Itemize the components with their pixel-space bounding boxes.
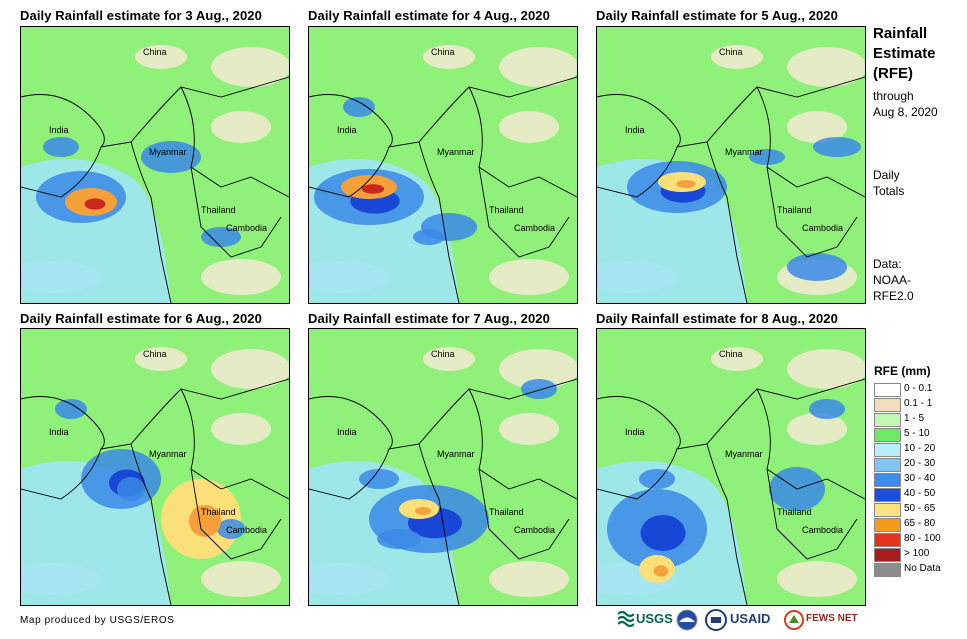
legend-label: 30 - 40 (904, 473, 936, 484)
legend-swatch (874, 413, 901, 427)
legend-swatch (874, 428, 901, 442)
rainfall-map-aug-4: China India Myanmar Thailand Cambodia (308, 26, 578, 304)
map-label-thailand: Thailand (777, 507, 812, 517)
map-label-india: India (625, 125, 645, 135)
map-label-myanmar: Myanmar (725, 147, 763, 157)
sidebar-through: through Aug 8, 2020 (873, 89, 938, 119)
rainfall-map-aug-7: China India Myanmar Thailand Cambodia (308, 328, 578, 606)
usgs-logo-text: USGS (636, 611, 673, 626)
legend-label: 10 - 20 (904, 443, 936, 454)
map-label-thailand: Thailand (201, 507, 236, 517)
panel-title-5: Daily Rainfall estimate for 7 Aug., 2020 (308, 311, 550, 326)
map-label-cambodia: Cambodia (514, 525, 556, 535)
map-label-cambodia: Cambodia (802, 223, 844, 233)
panel-title-3: Daily Rainfall estimate for 5 Aug., 2020 (596, 8, 838, 23)
legend-swatch (874, 473, 901, 487)
panel-title-6: Daily Rainfall estimate for 8 Aug., 2020 (596, 311, 838, 326)
map-credit: Map produced by USGS/EROS (20, 615, 175, 626)
legend-swatch (874, 383, 901, 397)
legend-swatch (874, 518, 901, 532)
map-label-thailand: Thailand (489, 205, 524, 215)
legend-swatch (874, 533, 901, 547)
legend-swatch (874, 548, 901, 562)
legend-label: No Data (904, 563, 941, 574)
panel-title-4: Daily Rainfall estimate for 6 Aug., 2020 (20, 311, 262, 326)
sidebar-totals: Daily Totals (873, 168, 905, 198)
map-label-china: China (431, 349, 455, 359)
map-label-myanmar: Myanmar (149, 147, 187, 157)
legend-title: RFE (mm) (874, 364, 931, 378)
map-label-cambodia: Cambodia (802, 525, 844, 535)
legend-swatch (874, 488, 901, 502)
map-label-myanmar: Myanmar (437, 449, 475, 459)
fewsnet-logo-text: FEWS NET (806, 613, 858, 624)
sidebar-data-source: Data: NOAA- RFE2.0 (873, 257, 914, 303)
map-label-china: China (143, 349, 167, 359)
map-label-india: India (337, 427, 357, 437)
panel-title-1: Daily Rainfall estimate for 3 Aug., 2020 (20, 8, 262, 23)
map-label-myanmar: Myanmar (725, 449, 763, 459)
map-label-india: India (337, 125, 357, 135)
legend-label: 1 - 5 (904, 413, 925, 424)
legend-label: 20 - 30 (904, 458, 936, 469)
map-canvas (21, 329, 289, 605)
rainfall-map-aug-5: China India Myanmar Thailand Cambodia (596, 26, 866, 304)
legend-label: 0.1 - 1 (904, 398, 933, 409)
map-label-thailand: Thailand (201, 205, 236, 215)
legend-swatch (874, 443, 901, 457)
usgs-logo-icon (618, 610, 634, 628)
logos-bar: USGS USAID FEWS NET (618, 606, 863, 634)
map-canvas (309, 27, 577, 303)
noaa-logo-icon (676, 609, 698, 631)
map-label-india: India (625, 427, 645, 437)
rainfall-map-aug-6: China India Myanmar Thailand Cambodia (20, 328, 290, 606)
legend-label: 50 - 65 (904, 503, 936, 514)
map-label-china: China (431, 47, 455, 57)
legend-label: 65 - 80 (904, 518, 936, 529)
legend-swatch (874, 563, 901, 577)
map-label-cambodia: Cambodia (514, 223, 556, 233)
map-label-cambodia: Cambodia (226, 223, 268, 233)
panel-title-2: Daily Rainfall estimate for 4 Aug., 2020 (308, 8, 550, 23)
legend-swatch (874, 458, 901, 472)
fewsnet-logo-icon (784, 610, 804, 630)
map-canvas (21, 27, 289, 303)
map-canvas (597, 329, 865, 605)
map-label-thailand: Thailand (777, 205, 812, 215)
legend-label: 0 - 0.1 (904, 383, 933, 394)
map-label-china: China (719, 47, 743, 57)
map-label-india: India (49, 427, 69, 437)
map-label-thailand: Thailand (489, 507, 524, 517)
sidebar-title: Rainfall Estimate (RFE) (873, 25, 936, 82)
legend-label: > 100 (904, 548, 930, 559)
rainfall-map-aug-3: China India Myanmar Thailand Cambodia (20, 26, 290, 304)
map-label-myanmar: Myanmar (437, 147, 475, 157)
map-label-india: India (49, 125, 69, 135)
map-label-myanmar: Myanmar (149, 449, 187, 459)
usaid-seal-icon (705, 609, 727, 631)
legend-swatch (874, 503, 901, 517)
map-canvas (597, 27, 865, 303)
legend-label: 40 - 50 (904, 488, 936, 499)
map-canvas (309, 329, 577, 605)
map-label-china: China (143, 47, 167, 57)
usaid-logo-text: USAID (730, 611, 771, 626)
rainfall-map-aug-8: China India Myanmar Thailand Cambodia (596, 328, 866, 606)
map-label-china: China (719, 349, 743, 359)
legend-swatch (874, 398, 901, 412)
legend-label: 80 - 100 (904, 533, 941, 544)
legend-label: 5 - 10 (904, 428, 930, 439)
map-label-cambodia: Cambodia (226, 525, 268, 535)
